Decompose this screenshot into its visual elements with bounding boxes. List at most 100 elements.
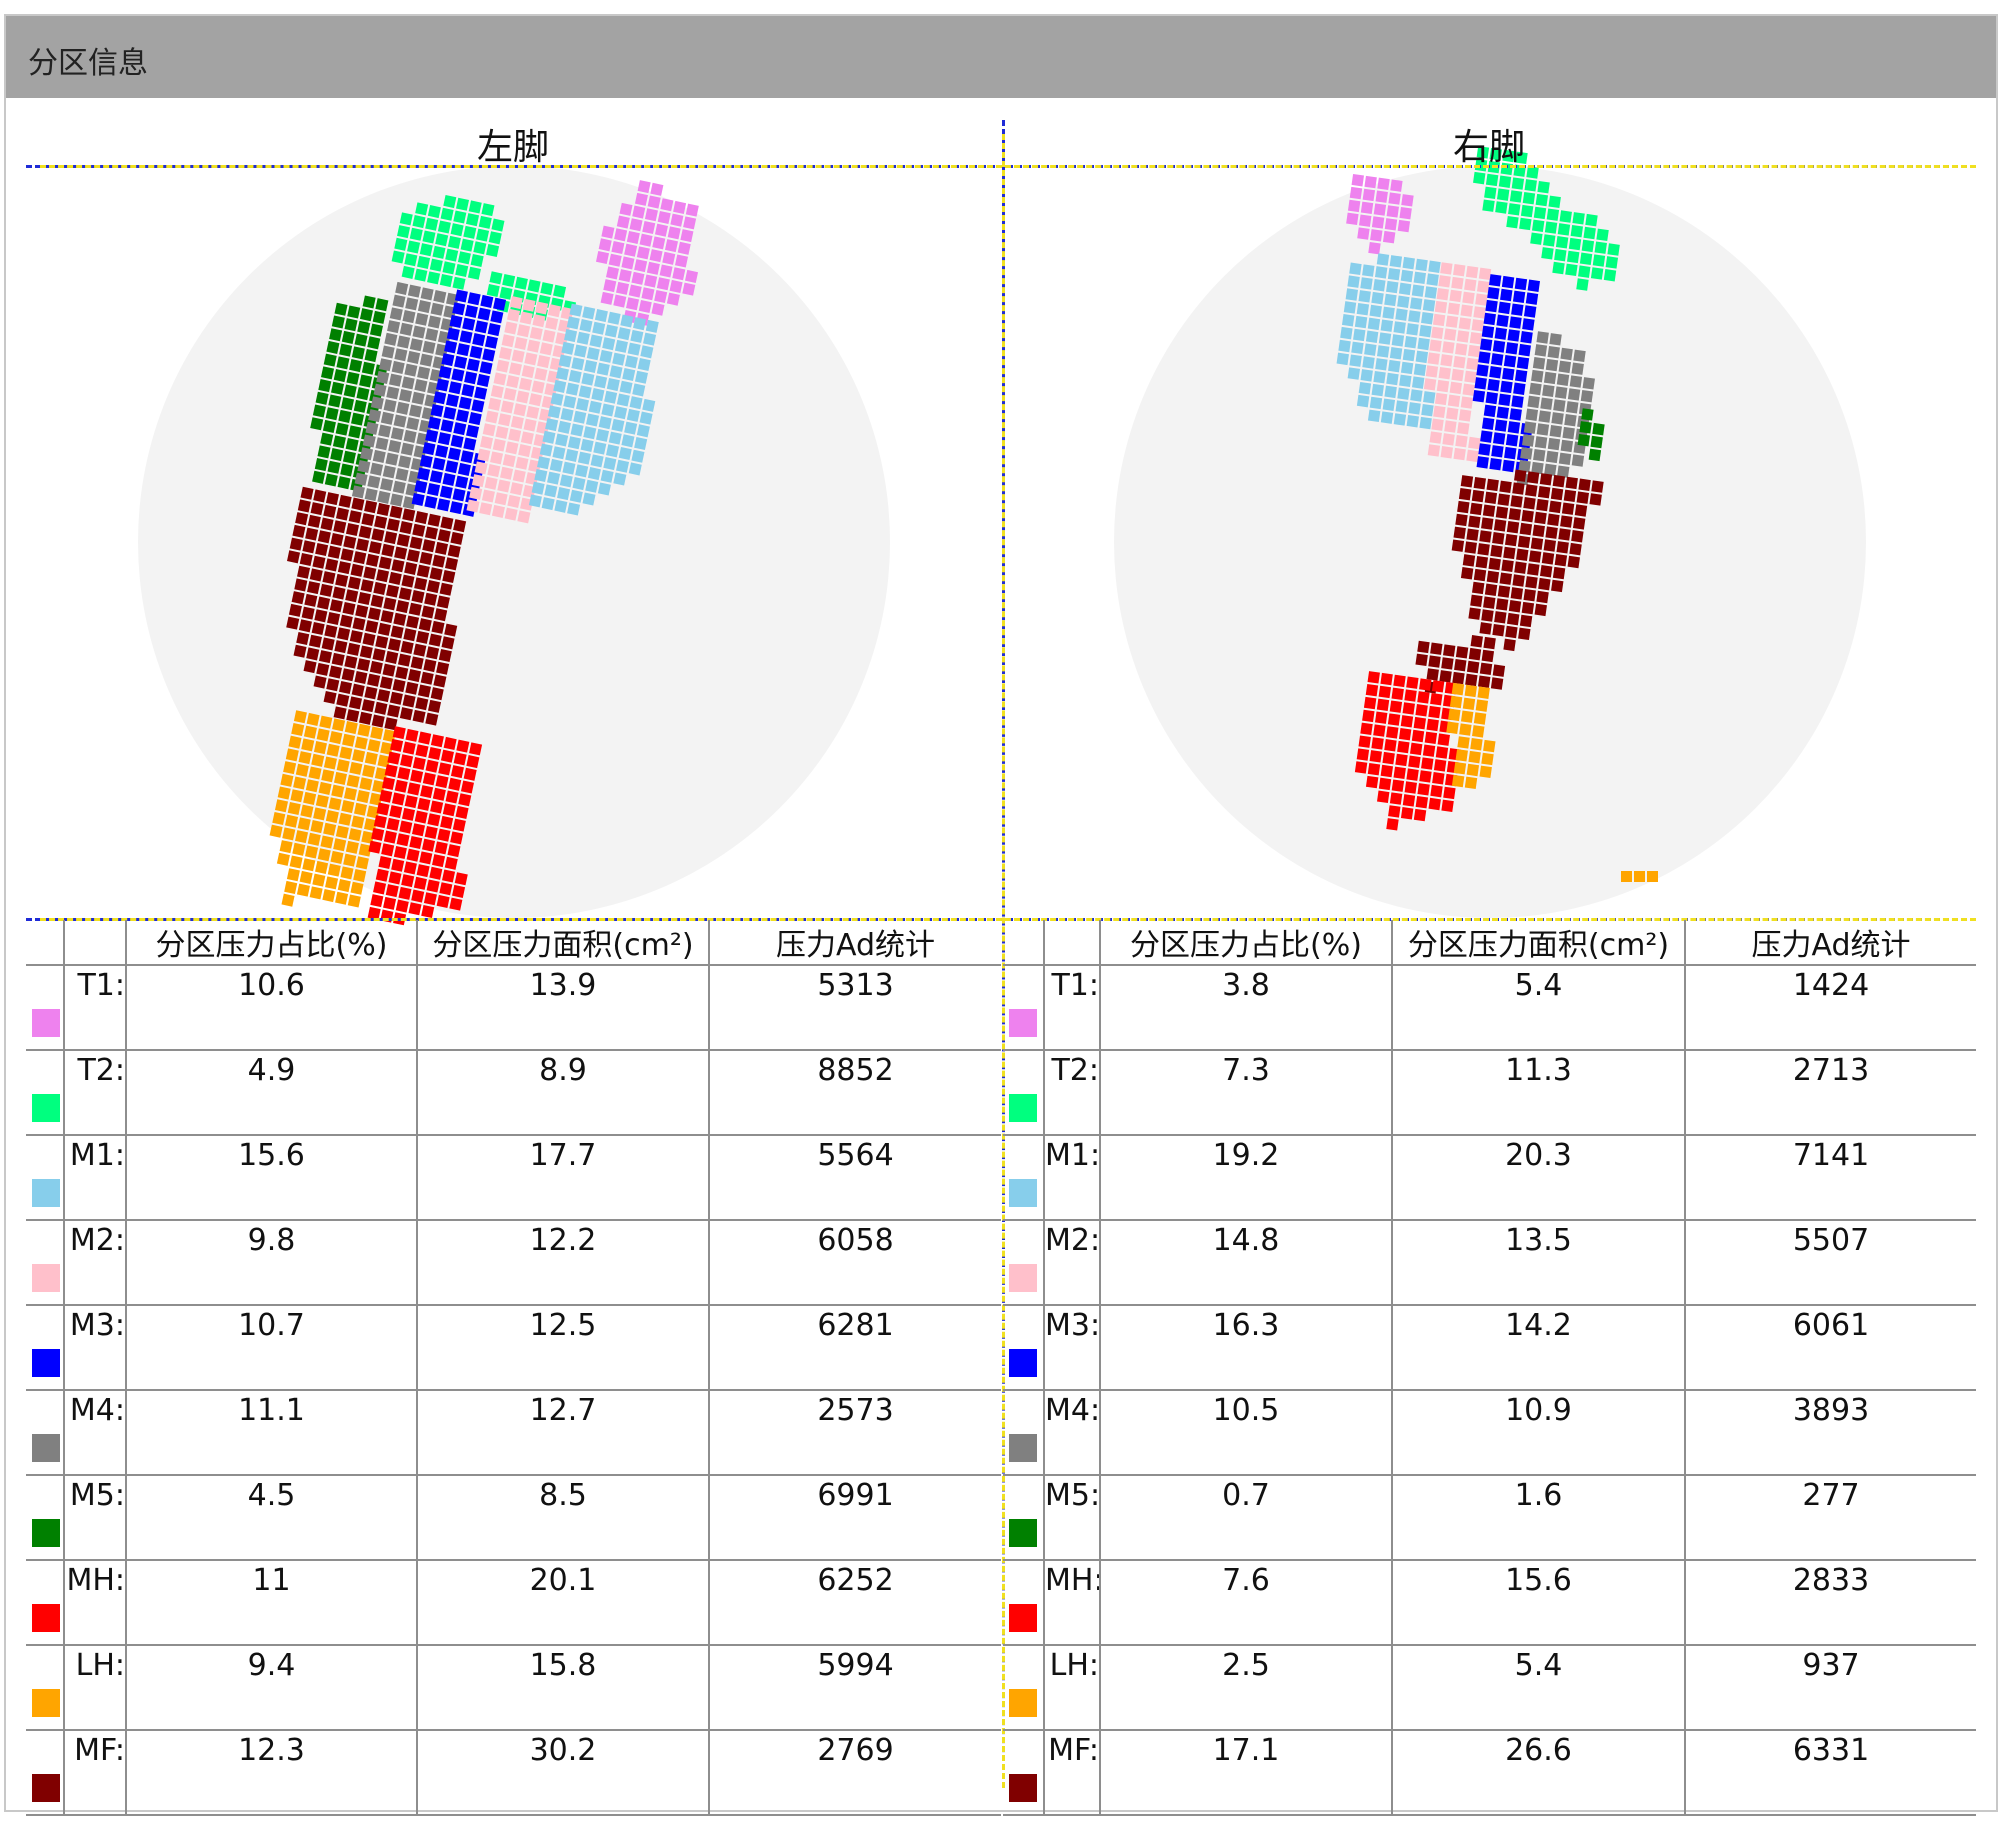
- pressure-cell: [1502, 459, 1515, 473]
- pressure-cell: [439, 582, 453, 596]
- pressure-cell: [1489, 147, 1502, 161]
- pressure-cell: [432, 787, 446, 801]
- pressure-cell: [447, 844, 461, 858]
- pressure-cell: [440, 516, 454, 530]
- pressure-cell: [497, 479, 511, 493]
- pressure-cell: [372, 648, 386, 662]
- pressure-cell: [1506, 612, 1520, 626]
- pressure-cell: [375, 298, 389, 312]
- pressure-cell: [326, 340, 340, 354]
- pressure-cell: [449, 897, 463, 911]
- pressure-cell: [575, 398, 590, 412]
- pressure-cell: [1514, 277, 1528, 291]
- pressure-cell: [1413, 808, 1427, 822]
- zone-row: M4: 10.5 10.9 3893: [1003, 1390, 1976, 1476]
- pressure-cell: [1464, 684, 1478, 698]
- pressure-cell: [365, 421, 379, 435]
- pressure-cell: [490, 451, 504, 465]
- zone-area: 26.6: [1391, 1730, 1685, 1816]
- pressure-cell: [406, 417, 420, 431]
- right-foot-title: 右脚: [1452, 127, 1525, 168]
- pressure-cell: [460, 450, 474, 464]
- pressure-cell: [575, 464, 589, 478]
- zone-area: 10.9: [1391, 1390, 1685, 1476]
- pressure-cell: [1471, 581, 1485, 595]
- pressure-cell: [427, 271, 441, 285]
- pressure-cell: [558, 354, 572, 368]
- pressure-cell: [430, 800, 444, 814]
- pressure-cell: [411, 823, 426, 837]
- pressure-cell: [1409, 742, 1423, 756]
- pressure-cell: [287, 801, 301, 815]
- pressure-cell: [502, 454, 516, 468]
- pressure-cell: [364, 500, 378, 514]
- pressure-cell: [1441, 799, 1454, 813]
- pressure-cell: [356, 790, 370, 804]
- pressure-cell: [1527, 395, 1540, 409]
- zone-area: 11.3: [1391, 1050, 1685, 1136]
- pressure-cell: [327, 611, 341, 626]
- pressure-cell: [292, 524, 306, 538]
- pressure-cell: [1367, 671, 1380, 684]
- pressure-cell: [595, 428, 610, 442]
- pressure-cell: [1508, 203, 1521, 216]
- pressure-cell: [660, 198, 674, 212]
- pressure-cell: [607, 311, 621, 325]
- zone-color-swatch: [32, 1604, 60, 1632]
- pressure-cell: [359, 777, 373, 791]
- pressure-cell: [1590, 267, 1604, 280]
- pressure-cell: [1397, 219, 1411, 233]
- pressure-cell: [422, 539, 436, 553]
- pressure-cell: [569, 303, 583, 317]
- pressure-cell: [526, 405, 540, 419]
- pressure-cell: [1568, 237, 1582, 251]
- pressure-cell: [1458, 488, 1472, 501]
- zone-color-swatch: [32, 1689, 60, 1717]
- pressure-cell: [431, 620, 445, 634]
- left-table-header-row: 分区压力占比(%) 分区压力面积(cm²) 压力Ad统计: [26, 920, 1001, 966]
- pressure-cell: [371, 528, 385, 542]
- pressure-cell: [645, 319, 659, 333]
- pressure-cell: [1527, 563, 1540, 576]
- zone-ratio: 19.2: [1099, 1135, 1392, 1221]
- pressure-cell: [438, 365, 452, 379]
- pressure-cell: [364, 751, 378, 765]
- pressure-cell: [1558, 452, 1572, 465]
- pressure-cell: [598, 238, 612, 252]
- zone-row: MH: 11 20.1 6252: [26, 1560, 1001, 1646]
- pressure-cell: [432, 854, 446, 868]
- pressure-cell: [1518, 627, 1531, 641]
- pressure-cell: [1369, 396, 1383, 410]
- pressure-cell: [1389, 255, 1403, 268]
- zone-label: M4:: [1043, 1390, 1100, 1476]
- pressure-cell: [384, 764, 398, 778]
- pressure-cell: [626, 230, 640, 245]
- pressure-cell: [659, 264, 673, 278]
- zone-label: MH:: [63, 1560, 126, 1646]
- pressure-cell: [1433, 405, 1446, 419]
- swatch-cell: [1003, 1050, 1044, 1136]
- pressure-cell: [1543, 234, 1556, 247]
- pressure-cell: [1493, 519, 1507, 532]
- pressure-cell: [1466, 449, 1479, 463]
- pressure-cell: [458, 793, 472, 807]
- pressure-cell: [351, 683, 365, 697]
- pressure-cell: [1400, 715, 1414, 728]
- pressure-cell: [1467, 344, 1481, 358]
- pressure-cell: [1426, 668, 1439, 681]
- pressure-cell: [376, 569, 390, 583]
- pressure-cell: [348, 828, 362, 842]
- pressure-cell: [396, 833, 410, 847]
- pressure-cell: [1592, 422, 1605, 436]
- pressure-cell: [401, 874, 415, 888]
- pressure-cell: [309, 886, 323, 900]
- pressure-cell: [1338, 339, 1351, 353]
- pressure-cell: [1426, 273, 1439, 286]
- pressure-cell: [1499, 480, 1512, 493]
- pressure-cell: [367, 607, 381, 621]
- pressure-cell: [284, 814, 299, 828]
- pressure-cell: [303, 660, 317, 674]
- pressure-cell: [1473, 171, 1486, 185]
- pressure-cell: [450, 434, 464, 448]
